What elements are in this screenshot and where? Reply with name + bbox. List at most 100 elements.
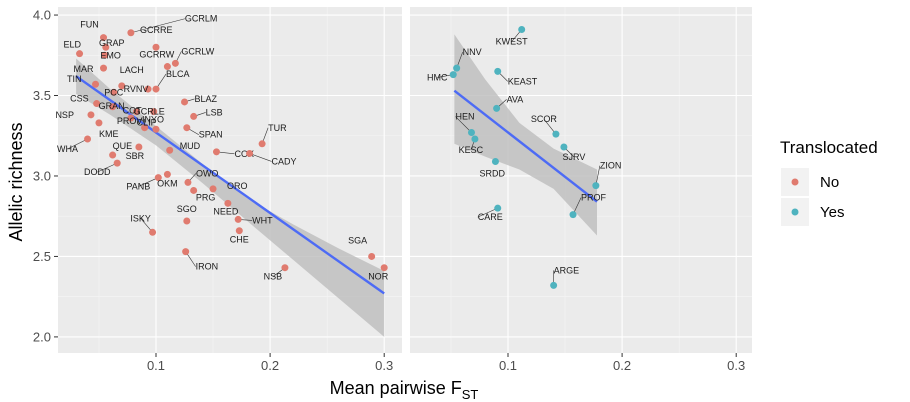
data-point [518, 26, 526, 34]
data-point [183, 124, 191, 132]
legend: Translocated No Yes [780, 138, 878, 226]
point-label: WHT [252, 215, 273, 225]
point-label: KWEST [496, 37, 529, 47]
data-point [166, 146, 174, 154]
data-point [163, 170, 171, 178]
data-point [110, 88, 118, 96]
point-label: NOR [368, 272, 389, 282]
data-point [118, 82, 126, 90]
point-label: COX [234, 149, 254, 159]
x-tick-label: 0.3 [375, 358, 393, 373]
point-label: GCRRW [139, 50, 174, 60]
data-point [102, 43, 110, 51]
point-label: SRDD [479, 168, 505, 178]
data-point [141, 124, 149, 132]
data-point [471, 135, 479, 143]
data-point [190, 186, 198, 194]
y-axis-ticks: 2.0 2.5 3.0 3.5 4.0 [33, 8, 58, 344]
x-tick-label: 0.2 [613, 358, 631, 373]
data-point [92, 80, 100, 88]
data-point [101, 51, 109, 59]
point-label: FUN [80, 20, 99, 30]
data-point [224, 199, 232, 207]
label-leader [67, 138, 88, 150]
point-label: GCRLE [134, 107, 165, 117]
regression-line [453, 89, 598, 203]
x-axis-title: Mean pairwise FST [330, 378, 479, 402]
point-label: GCRLW [181, 46, 214, 56]
point-label: COT [123, 106, 143, 116]
point-label: GRAN [99, 101, 125, 111]
point-label: LACH [120, 65, 144, 75]
data-point [552, 130, 560, 138]
point-label: CADY [272, 156, 297, 166]
point-label: SPAN [199, 130, 223, 140]
point-label: RVNV [124, 84, 149, 94]
data-point [135, 143, 143, 151]
point-label: NSB [264, 272, 283, 282]
data-point [152, 85, 160, 93]
legend-label: No [820, 174, 839, 191]
data-point [550, 281, 558, 289]
point-label: ELD [64, 40, 82, 50]
data-point [258, 140, 266, 148]
point-label: OWO [196, 168, 219, 178]
y-tick-label: 2.0 [33, 329, 51, 344]
data-point [109, 151, 117, 159]
point-label: INYO [142, 114, 164, 124]
data-point [113, 159, 121, 167]
data-point [109, 103, 117, 111]
point-label: IRON [196, 262, 219, 272]
data-point [182, 248, 190, 256]
data-point [246, 149, 254, 157]
point-label: PROF [581, 193, 607, 203]
data-point [171, 59, 179, 67]
point-label: NEED [213, 206, 239, 216]
point-label: ISKY [130, 213, 151, 223]
point-label: SGA [348, 235, 367, 245]
data-point [234, 215, 242, 223]
legend-title: Translocated [780, 138, 878, 157]
point-label: SJRV [562, 152, 585, 162]
data-point [184, 178, 192, 186]
data-point [84, 135, 92, 143]
point-label: PROV [117, 116, 143, 126]
data-point [149, 228, 157, 236]
data-point [190, 112, 198, 120]
data-point [152, 43, 160, 51]
legend-label: Yes [820, 204, 844, 221]
y-tick-label: 2.5 [33, 249, 51, 264]
data-point [93, 100, 101, 108]
data-point [76, 50, 84, 58]
data-point [181, 98, 189, 106]
label-leader [477, 207, 498, 218]
point-label: HEN [455, 112, 474, 122]
point-label: ZION [600, 161, 622, 171]
point-label: PRG [196, 192, 216, 202]
point-label: HMC [427, 73, 448, 83]
data-point [368, 252, 376, 260]
data-point [281, 264, 289, 272]
x-tick-label: 0.1 [147, 358, 165, 373]
x-tick-label: 0.1 [499, 358, 517, 373]
data-point [163, 63, 171, 71]
data-point [560, 143, 568, 151]
point-label: GCRLM [185, 14, 218, 24]
data-point [183, 217, 191, 225]
point-label: BLAZ [195, 94, 218, 104]
point-label: DODD [84, 167, 111, 177]
point-label: LSB [206, 107, 223, 117]
data-point [87, 111, 95, 119]
point-label: EMO [100, 50, 121, 60]
data-point [100, 34, 108, 42]
data-point [95, 119, 103, 127]
point-label: KEAST [508, 76, 538, 86]
point-label: ORO [227, 181, 248, 191]
data-point [467, 129, 475, 137]
panel-translocated: KWEST NNV HMC KEAST AVA HEN SCOR KESC SJRV SRDD ZI… [410, 7, 752, 353]
data-point [491, 157, 499, 165]
regression-line [75, 75, 385, 295]
point-label: SCOR [531, 114, 558, 124]
label-leader [249, 153, 272, 162]
confidence-band [454, 34, 597, 236]
